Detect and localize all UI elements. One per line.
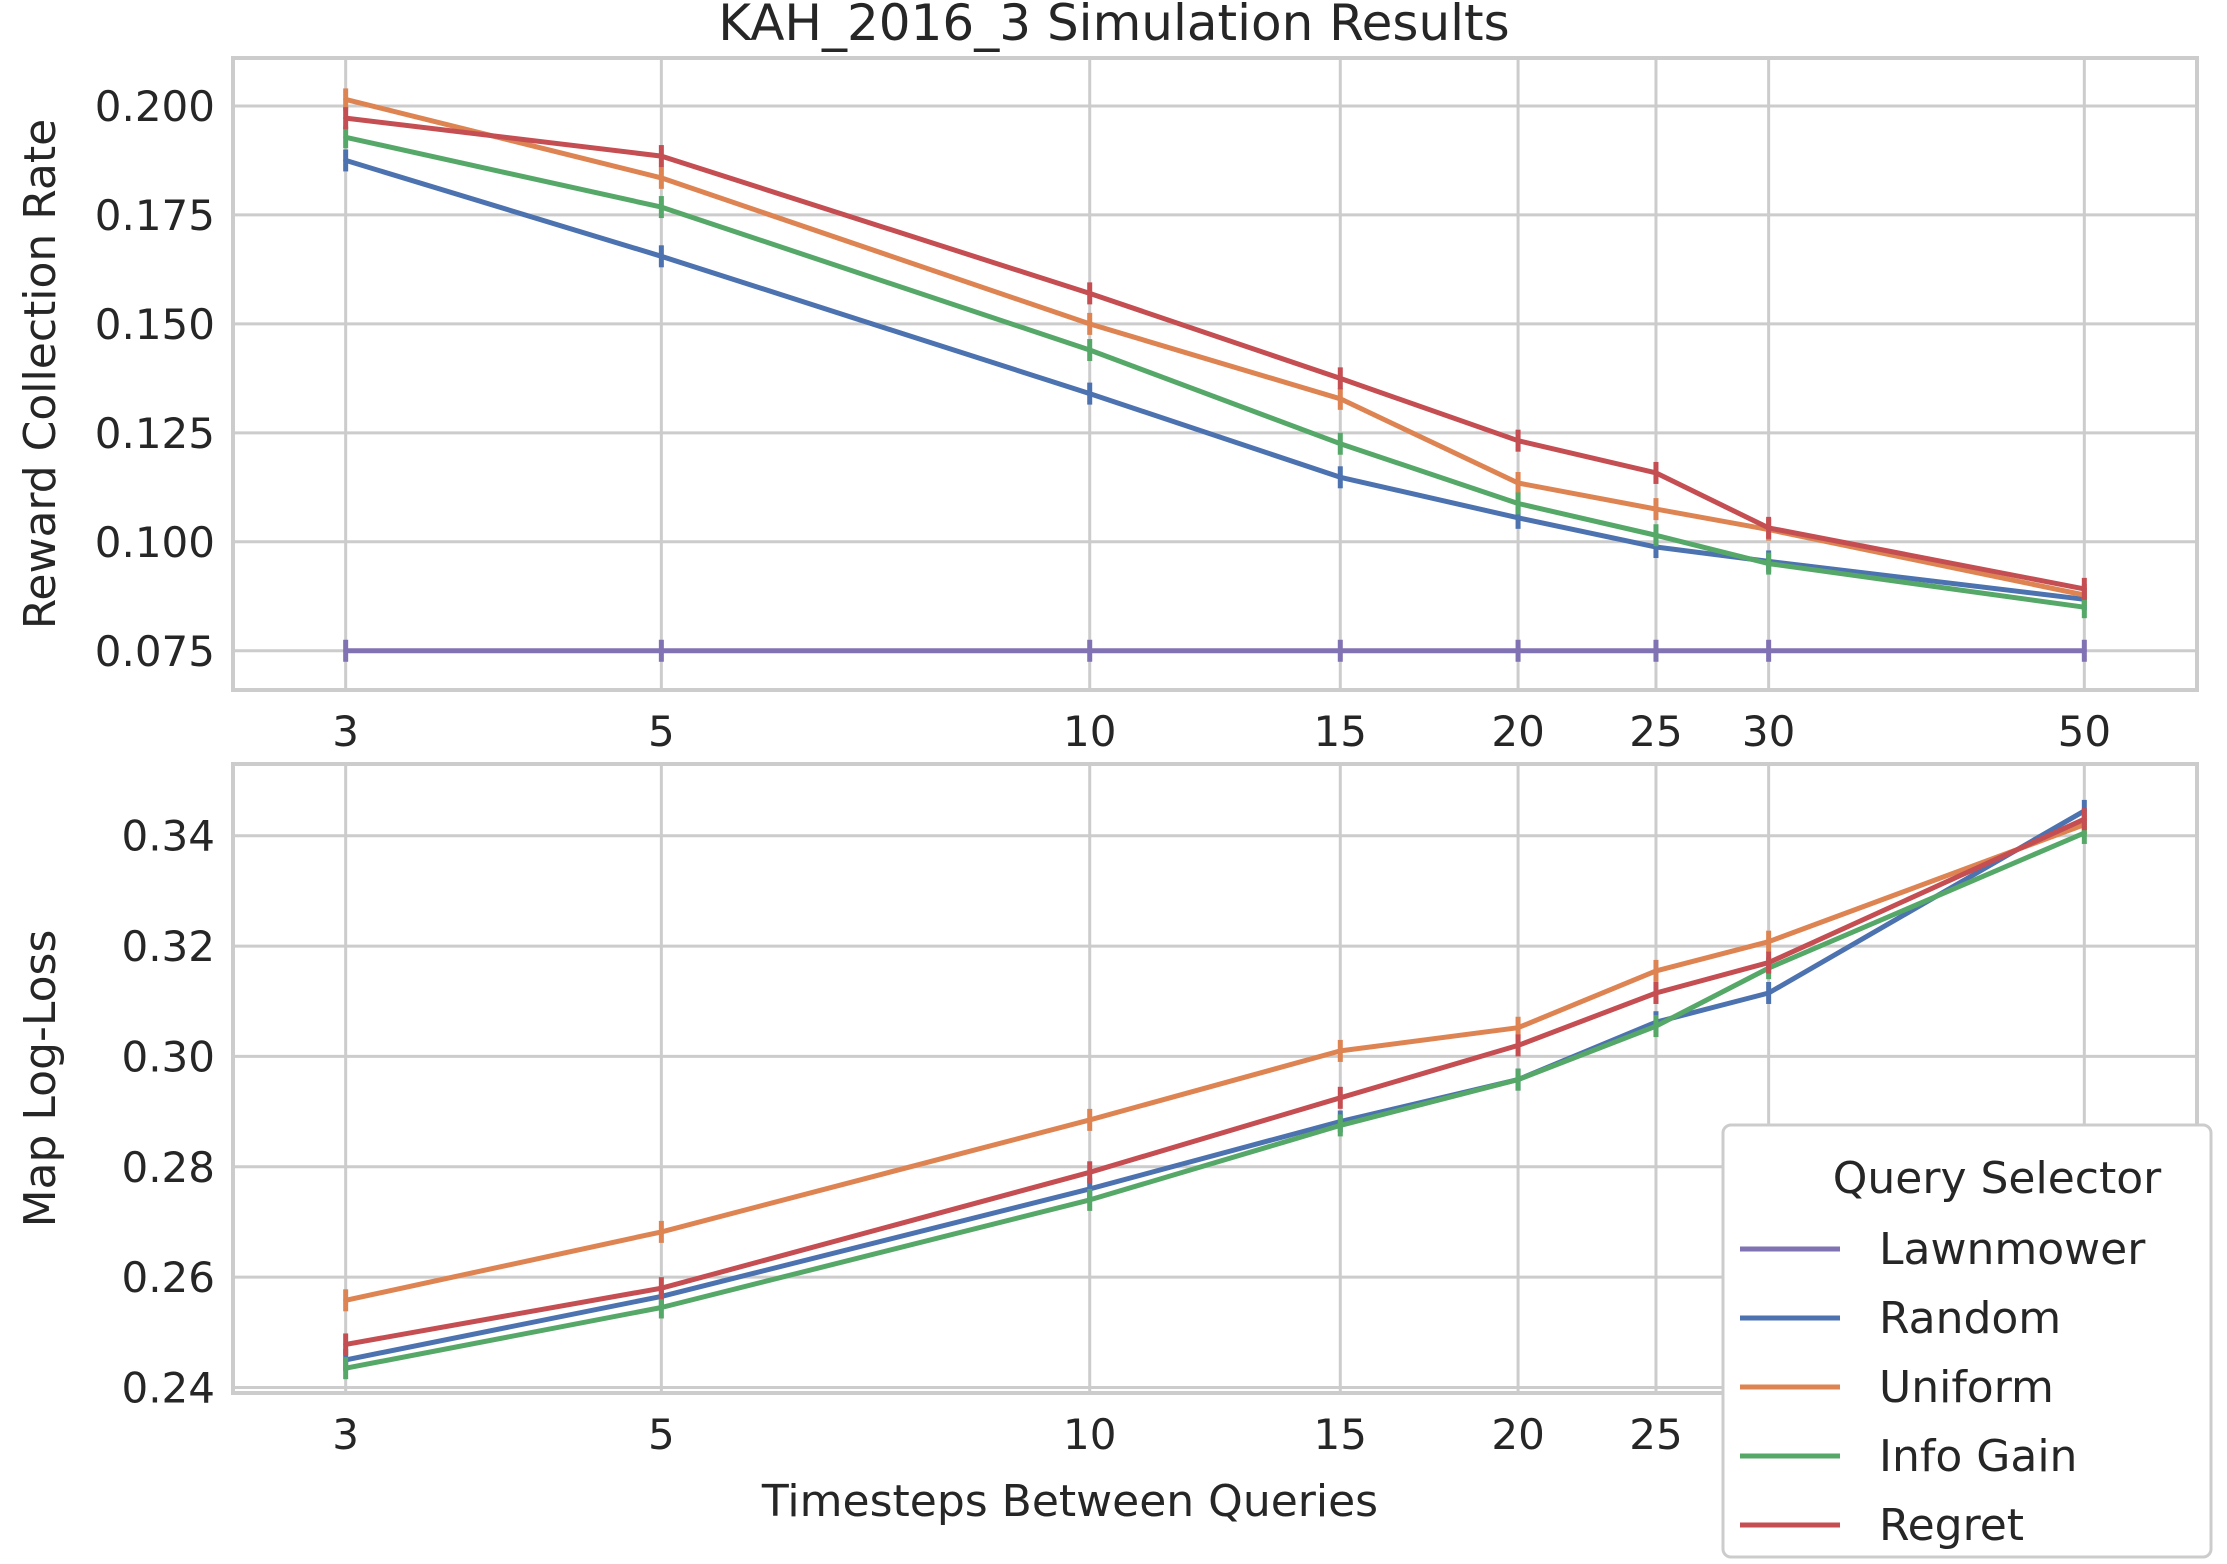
x-tick-label: 3 [332,707,359,756]
legend-label-info-gain: Info Gain [1879,1431,2077,1482]
x-tick-label: 15 [1314,1410,1367,1459]
series-line-info-gain [343,134,2087,610]
x-tick-label: 5 [648,1410,675,1459]
x-tick-label: 15 [1314,707,1367,756]
x-tick-label: 3 [332,1410,359,1459]
y-tick-label: 0.28 [121,1143,215,1192]
legend-label-random: Random [1879,1293,2061,1344]
axes-frame [231,56,2199,692]
y-tick-label: 0.26 [121,1253,215,1302]
series-line-info-gain [343,830,2087,1371]
axes-frame [231,762,2199,1395]
series-line-regret [343,115,2087,592]
x-tick-label: 20 [1491,707,1544,756]
y-tick-label: 0.125 [95,409,215,458]
y-tick-label: 0.32 [121,922,215,971]
y-axis-label: Reward Collection Rate [15,119,66,629]
x-tick-label: 5 [648,707,675,756]
legend-label-uniform: Uniform [1879,1362,2054,1413]
y-axis-label: Map Log-Loss [15,930,66,1228]
x-tick-label: 10 [1063,1410,1116,1459]
x-tick-label: 25 [1629,707,1682,756]
y-tick-label: 0.175 [95,191,215,240]
x-axis-label: Timesteps Between Queries [761,1476,1378,1527]
y-tick-label: 0.24 [121,1363,215,1412]
figure-title: KAH_2016_3 Simulation Results [718,0,1509,52]
top-panel: 3 5 10 15 20 25 30 50 0.075 0.100 0.125 0.150 0.175 0… [15,56,2199,756]
legend-box [1721,1123,2213,1559]
y-tick-label: 0.075 [95,627,215,676]
legend-title: Query Selector [1833,1153,2162,1204]
bottom-panel: 351015202530500.240.260.280.300.320.34Ma… [15,762,2199,1527]
legend-label-regret: Regret [1879,1500,2024,1551]
series-line-uniform [343,822,2087,1303]
series-line-uniform [343,96,2087,598]
y-tick-label: 0.100 [95,518,215,567]
x-tick-label: 50 [2058,707,2111,756]
x-tick-label: 25 [1629,1410,1682,1459]
y-tick-label: 0.34 [121,812,215,861]
series-line-random [343,157,2087,602]
y-tick-label: 0.200 [95,82,215,131]
legend: Query Selector Lawnmower Random Uniform Info… [1721,1123,2213,1559]
y-tick-label: 0.150 [95,300,215,349]
x-tick-label: 20 [1491,1410,1544,1459]
y-tick-label: 0.30 [121,1032,215,1081]
x-tick-label: 30 [1742,707,1795,756]
x-tick-label: 10 [1063,707,1116,756]
series-line-regret [343,816,2087,1347]
legend-label-lawnmower: Lawnmower [1879,1224,2146,1275]
